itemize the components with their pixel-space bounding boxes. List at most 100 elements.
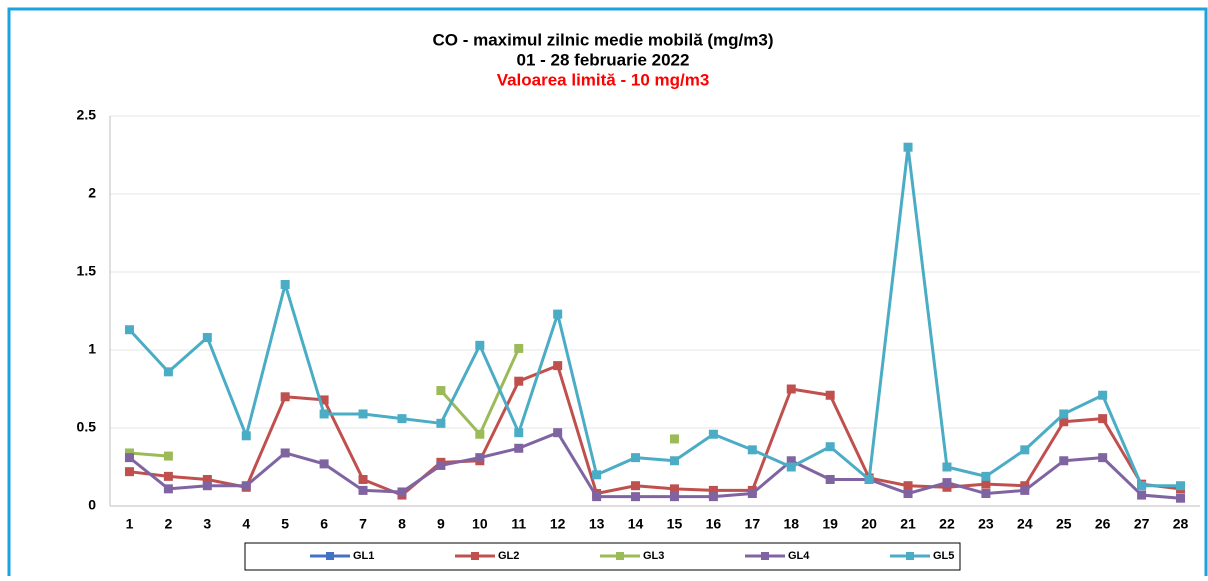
x-tick-label: 19 — [822, 516, 838, 532]
marker — [592, 492, 602, 502]
legend-marker — [616, 552, 624, 560]
marker — [903, 142, 913, 152]
marker — [1059, 409, 1069, 419]
legend-marker — [471, 552, 479, 560]
legend-marker — [906, 552, 914, 560]
marker — [397, 487, 407, 497]
marker — [1176, 481, 1186, 491]
marker — [436, 418, 446, 428]
x-tick-label: 23 — [978, 516, 994, 532]
marker — [514, 343, 524, 353]
marker — [163, 484, 173, 494]
y-tick-label: 2 — [88, 185, 96, 201]
marker — [1098, 453, 1108, 463]
marker — [942, 478, 952, 488]
marker — [436, 460, 446, 470]
marker — [241, 431, 251, 441]
marker — [981, 471, 991, 481]
marker — [358, 485, 368, 495]
marker — [514, 443, 524, 453]
marker — [280, 392, 290, 402]
marker — [1098, 390, 1108, 400]
marker — [981, 489, 991, 499]
marker — [1020, 481, 1030, 491]
x-tick-label: 16 — [706, 516, 722, 532]
marker — [319, 395, 329, 405]
marker — [163, 367, 173, 377]
x-tick-label: 10 — [472, 516, 488, 532]
marker — [202, 333, 212, 343]
marker — [553, 309, 563, 319]
marker — [124, 325, 134, 335]
marker — [241, 481, 251, 491]
x-tick-label: 9 — [437, 516, 445, 532]
x-tick-label: 3 — [203, 516, 211, 532]
y-tick-label: 1.5 — [77, 263, 97, 279]
marker — [1176, 493, 1186, 503]
marker — [942, 462, 952, 472]
x-tick-label: 2 — [164, 516, 172, 532]
x-tick-label: 12 — [550, 516, 566, 532]
marker — [1137, 481, 1147, 491]
marker — [864, 474, 874, 484]
marker — [202, 481, 212, 491]
marker — [358, 474, 368, 484]
marker — [1059, 417, 1069, 427]
marker — [786, 456, 796, 466]
marker — [1020, 445, 1030, 455]
marker — [825, 474, 835, 484]
legend-label: GL1 — [353, 550, 374, 562]
x-tick-label: 20 — [861, 516, 877, 532]
x-tick-label: 27 — [1134, 516, 1150, 532]
y-tick-label: 0 — [88, 497, 96, 513]
x-tick-label: 13 — [589, 516, 605, 532]
legend-marker — [761, 552, 769, 560]
x-tick-label: 21 — [900, 516, 916, 532]
marker — [319, 459, 329, 469]
marker — [1059, 456, 1069, 466]
marker — [669, 456, 679, 466]
marker — [163, 471, 173, 481]
x-tick-label: 8 — [398, 516, 406, 532]
marker — [436, 386, 446, 396]
marker — [1098, 414, 1108, 424]
marker — [708, 485, 718, 495]
chart-subtitle: 01 - 28 februarie 2022 — [517, 50, 690, 69]
marker — [124, 453, 134, 463]
x-tick-label: 14 — [628, 516, 644, 532]
marker — [825, 390, 835, 400]
x-tick-label: 5 — [281, 516, 289, 532]
y-tick-label: 0.5 — [77, 419, 97, 435]
marker — [903, 481, 913, 491]
x-tick-label: 24 — [1017, 516, 1033, 532]
x-tick-label: 1 — [126, 516, 134, 532]
marker — [124, 448, 134, 458]
marker — [163, 451, 173, 461]
x-tick-label: 11 — [511, 516, 526, 532]
marker — [280, 448, 290, 458]
marker — [631, 481, 641, 491]
marker — [202, 474, 212, 484]
marker — [397, 414, 407, 424]
marker — [903, 489, 913, 499]
marker — [631, 492, 641, 502]
x-tick-label: 25 — [1056, 516, 1072, 532]
marker — [319, 409, 329, 419]
marker — [358, 409, 368, 419]
x-tick-label: 28 — [1173, 516, 1189, 532]
series-line — [129, 364, 1181, 497]
marker — [786, 384, 796, 394]
marker — [553, 428, 563, 438]
legend-label: GL2 — [498, 550, 519, 562]
legend-label: GL3 — [643, 550, 664, 562]
marker — [669, 434, 679, 444]
marker — [708, 429, 718, 439]
marker — [747, 489, 757, 499]
marker — [475, 429, 485, 439]
marker — [280, 279, 290, 289]
x-tick-label: 7 — [359, 516, 367, 532]
marker — [124, 467, 134, 477]
marker — [1137, 490, 1147, 500]
marker — [1020, 485, 1030, 495]
